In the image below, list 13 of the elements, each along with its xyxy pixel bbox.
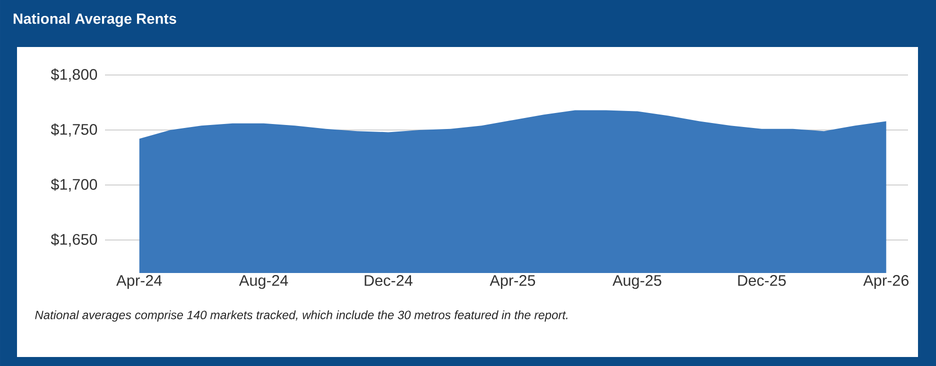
x-tick-label: Aug-25 bbox=[612, 275, 662, 289]
x-tick-label: Dec-24 bbox=[364, 275, 412, 286]
y-tick-label: $1,650 bbox=[50, 233, 98, 247]
y-tick-label: $1,800 bbox=[50, 68, 98, 82]
text: National averages comprise 140 markets tracked, which include the 30 metros featured in the report. bbox=[35, 310, 568, 322]
x-tick-label: Aug-24 bbox=[239, 275, 288, 289]
x-tick-label: Apr-24 bbox=[116, 275, 162, 289]
y-tick-label: $1,700 bbox=[50, 178, 98, 192]
chart-title: National Average Rents bbox=[14, 13, 176, 27]
x-tick-label: Apr-26 bbox=[863, 275, 909, 289]
x-tick-label: Apr-25 bbox=[490, 275, 536, 289]
x-tick-label: Dec-25 bbox=[738, 275, 786, 286]
y-tick-label: $1,750 bbox=[50, 123, 98, 137]
